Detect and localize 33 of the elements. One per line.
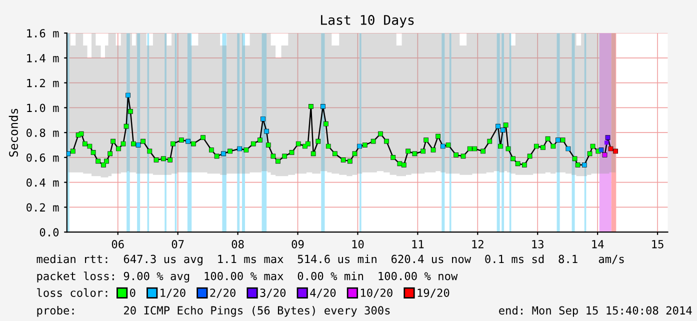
y-axis-title: Seconds: [8, 108, 18, 157]
y-tick-label: 0.2 m: [26, 203, 59, 212]
x-tick-label: 14: [592, 240, 604, 248]
text: end: Mon Sep 15 15:40:08 2014: [499, 306, 692, 317]
x-tick-label: 13: [532, 240, 544, 248]
chart-title: Last 10 Days: [321, 14, 414, 28]
x-tick-label: 15: [652, 240, 664, 248]
legend-label: 4/20: [310, 288, 336, 298]
x-tick-label: 10: [352, 240, 364, 248]
legend-label: 0: [130, 288, 136, 297]
x-tick-label: 09: [292, 240, 304, 248]
text: probe: 20 ICMP Echo Pings (56 Bytes) every 300s: [37, 306, 390, 317]
x-tick-label: 12: [472, 240, 484, 248]
x-tick-label: 07: [172, 240, 184, 248]
x-tick-label: 08: [232, 240, 244, 248]
text: median rtt: 647.3 us avg 1.1 ms max 514.6 us min 620.4 us now 0.1 ms sd 8.1 am/s: [36, 254, 624, 266]
y-tick-label: 0.6 m: [26, 153, 59, 162]
y-tick-label: 0.4 m: [26, 178, 59, 187]
y-tick-label: 1.6 m: [27, 29, 59, 38]
legend-label: 2/20: [210, 288, 236, 298]
y-tick-label: 1.2 m: [27, 78, 59, 88]
x-tick-label: 06: [112, 240, 124, 248]
text: packet loss: 9.00 % avg 100.00 % max 0.00 % min 100.00 % now: [37, 272, 458, 282]
y-tick-label: 0.0: [40, 228, 59, 236]
legend-label: 19/20: [418, 288, 450, 298]
y-tick-label: 1.4 m: [27, 54, 59, 62]
legend-title: loss color:: [37, 288, 108, 297]
y-tick-label: 0.8 m: [26, 128, 59, 137]
legend-label: 10/20: [361, 288, 392, 298]
x-tick-label: 11: [412, 240, 424, 248]
legend-label: 3/20: [260, 288, 286, 298]
y-tick-label: 1.0 m: [27, 104, 59, 112]
legend-label: 1/20: [160, 288, 186, 298]
